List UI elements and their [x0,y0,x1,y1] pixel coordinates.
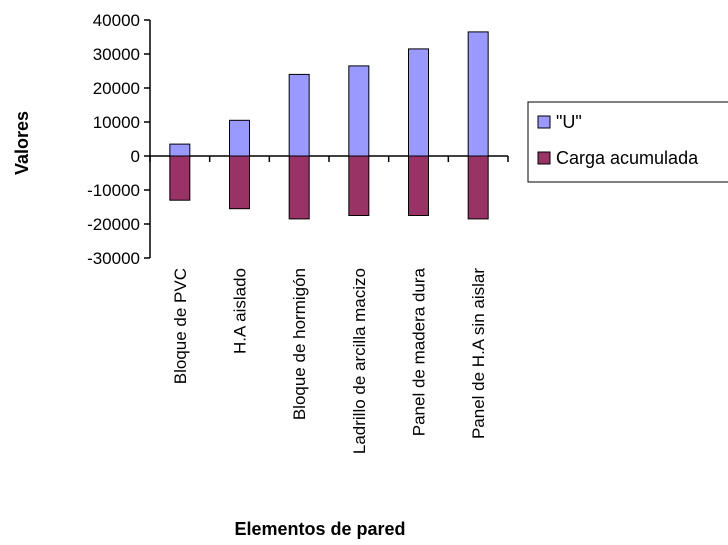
category-label: Panel de H.A sin aislar [469,268,488,439]
bar-u [288,73,310,157]
bars [169,31,489,220]
bar-carga-acumulada [229,155,250,210]
legend-swatch-u [537,115,551,129]
y-tick-label: 10000 [93,113,140,132]
bar-carga-acumulada [467,155,489,220]
category-label: H.A aislado [231,268,250,354]
legend-box [527,101,728,183]
bar-u [467,31,489,157]
legend-swatch-carga [537,151,551,165]
y-axis: 40000 30000 20000 10000 0 -10000 -20000 -30000 [87,11,151,268]
y-tick-label: -20000 [87,215,140,234]
x-axis-title: Elementos de pared [234,519,405,539]
legend-label-u: "U" [556,112,582,132]
legend-label-carga: Carga acumulada [556,148,699,168]
bar-carga-acumulada [169,155,191,201]
y-tick-label: 0 [131,147,140,166]
bar-carga-acumulada [408,155,429,216]
category-labels: Bloque de PVC H.A aislado Bloque de hormig… [171,267,488,454]
bar-u [229,119,250,157]
bar-u [348,65,370,157]
category-label: Bloque de PVC [171,268,190,384]
x-axis [149,155,509,162]
y-tick-label: -30000 [87,249,140,268]
bar-carga-acumulada [288,155,310,220]
y-tick-label: -10000 [87,181,140,200]
y-tick-label: 30000 [93,45,140,64]
bar-carga-acumulada [348,155,370,216]
bar-u [169,143,191,157]
category-label: Bloque de hormigón [290,268,309,420]
category-label: Panel de madera dura [410,267,429,436]
y-axis-title: Valores [12,111,32,175]
y-tick-label: 40000 [93,11,140,30]
category-label: Ladrillo de arcilla macizo [350,268,369,454]
bar-u [408,48,429,157]
legend: "U" Carga acumulada [527,101,728,183]
y-tick-label: 20000 [93,79,140,98]
